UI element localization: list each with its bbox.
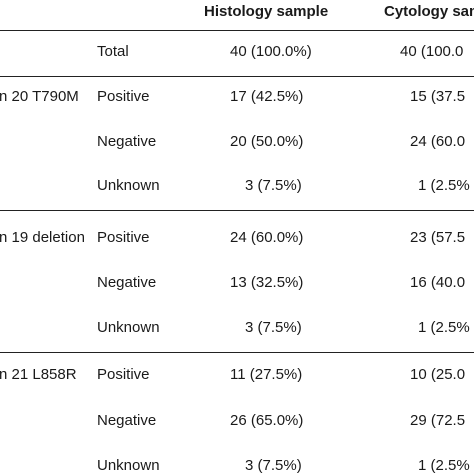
row-label: Positive bbox=[97, 366, 150, 383]
row-cytology: 16 (40.0 bbox=[410, 274, 466, 291]
row-cytology: 1 (2.5% bbox=[418, 177, 470, 194]
row-cytology: 1 (2.5% bbox=[418, 319, 470, 336]
total-cytology: 40 (100.0 bbox=[400, 43, 464, 60]
total-rule bbox=[0, 76, 474, 77]
row-histology: 13 (32.5%) bbox=[230, 274, 304, 291]
group-name-l858r: n 21 L858R bbox=[0, 366, 77, 383]
row-cytology: 1 (2.5% bbox=[418, 457, 470, 474]
row-label: Unknown bbox=[97, 177, 160, 194]
row-label: Positive bbox=[97, 229, 150, 246]
row-histology: 26 (65.0%) bbox=[230, 412, 304, 429]
header-cytology: Cytology sam bbox=[384, 3, 474, 20]
header-rule bbox=[0, 30, 474, 31]
row-histology: 3 (7.5%) bbox=[245, 177, 302, 194]
total-histology: 40 (100.0%) bbox=[230, 43, 312, 60]
row-label: Negative bbox=[97, 274, 157, 291]
group-rule bbox=[0, 352, 474, 353]
row-label: Negative bbox=[97, 133, 157, 150]
row-label: Positive bbox=[97, 88, 150, 105]
group-name-t790m: n 20 T790M bbox=[0, 88, 79, 105]
row-cytology: 10 (25.0 bbox=[410, 366, 466, 383]
row-histology: 3 (7.5%) bbox=[245, 319, 302, 336]
row-histology: 17 (42.5%) bbox=[230, 88, 304, 105]
row-histology: 11 (27.5%) bbox=[230, 366, 303, 383]
total-label: Total bbox=[97, 43, 129, 60]
row-label: Negative bbox=[97, 412, 157, 429]
row-cytology: 15 (37.5 bbox=[410, 88, 466, 105]
row-cytology: 23 (57.5 bbox=[410, 229, 466, 246]
row-label: Unknown bbox=[97, 457, 160, 474]
group-rule bbox=[0, 210, 474, 211]
row-histology: 24 (60.0%) bbox=[230, 229, 304, 246]
row-label: Unknown bbox=[97, 319, 160, 336]
row-cytology: 29 (72.5 bbox=[410, 412, 466, 429]
header-histology: Histology sample bbox=[204, 3, 329, 20]
row-cytology: 24 (60.0 bbox=[410, 133, 466, 150]
row-histology: 3 (7.5%) bbox=[245, 457, 302, 474]
row-histology: 20 (50.0%) bbox=[230, 133, 304, 150]
group-name-deletion: n 19 deletion bbox=[0, 229, 85, 246]
